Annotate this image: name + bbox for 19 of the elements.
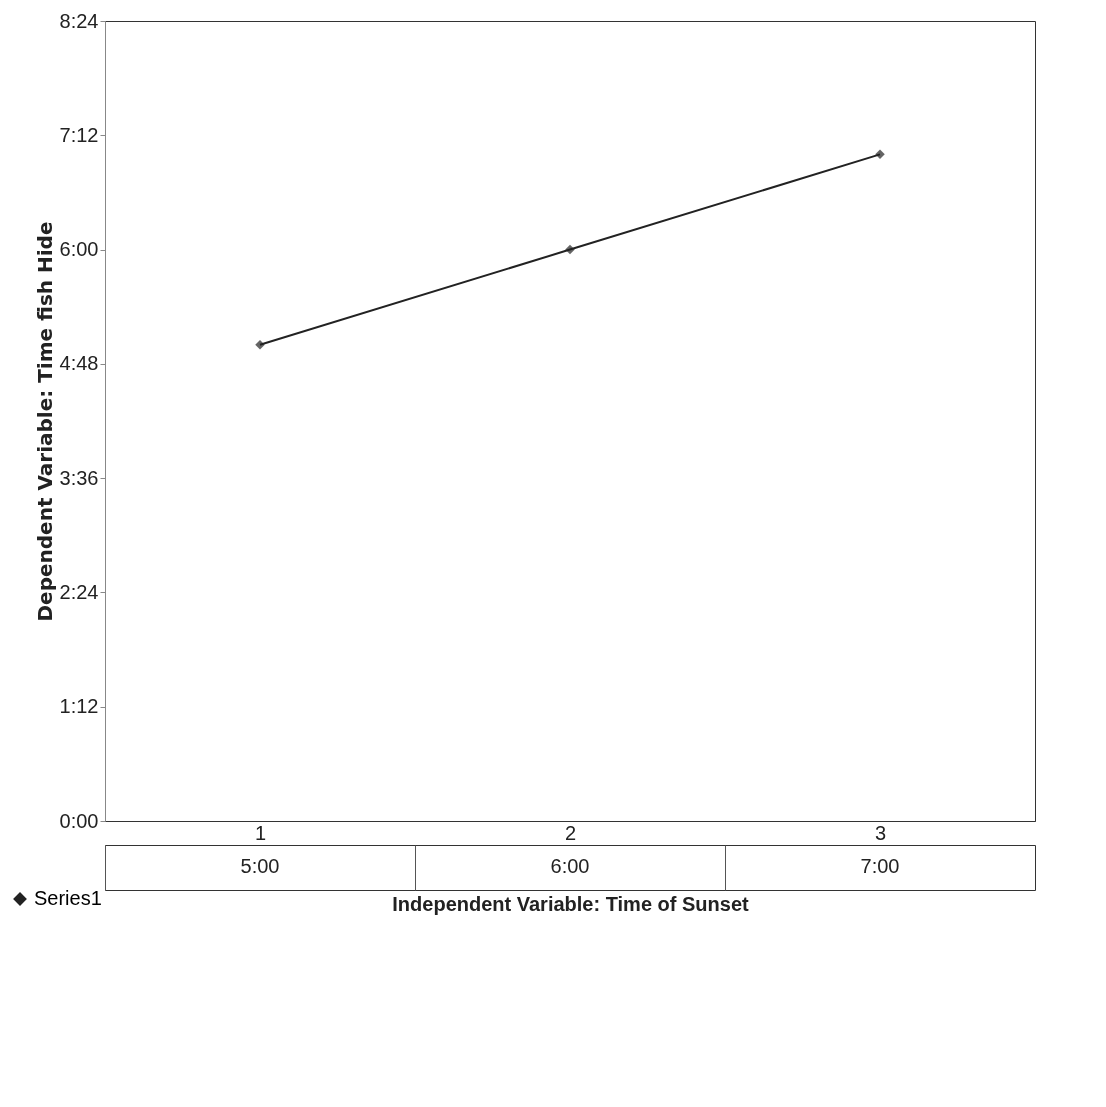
x-tick-label: 2 <box>564 821 577 844</box>
data-label: 5:00 <box>240 855 280 877</box>
y-tick-label: 7:12 <box>59 123 99 146</box>
data-label: 6:00 <box>550 855 590 877</box>
y-tick-label: 6:00 <box>59 238 99 261</box>
y-tick-label: 2:24 <box>59 580 99 603</box>
y-tick-label: 4:48 <box>59 352 99 375</box>
y-tick-label: 0:00 <box>59 809 99 832</box>
x-tick-label: 1 <box>254 821 267 844</box>
x-axis-title: Independent Variable: Time of Sunset <box>392 892 750 915</box>
x-tick-label: 3 <box>874 821 887 844</box>
y-tick-label: 1:12 <box>59 695 99 718</box>
point <box>565 244 575 255</box>
legend-label: Series1 <box>34 887 102 909</box>
data-label: 7:00 <box>860 855 900 877</box>
y-axis-title: Dependent Variable: Time fish Hide <box>32 221 57 622</box>
y-tick-label: 8:24 <box>59 9 99 32</box>
y-tick-label: 3:36 <box>59 466 99 489</box>
point <box>875 149 885 160</box>
